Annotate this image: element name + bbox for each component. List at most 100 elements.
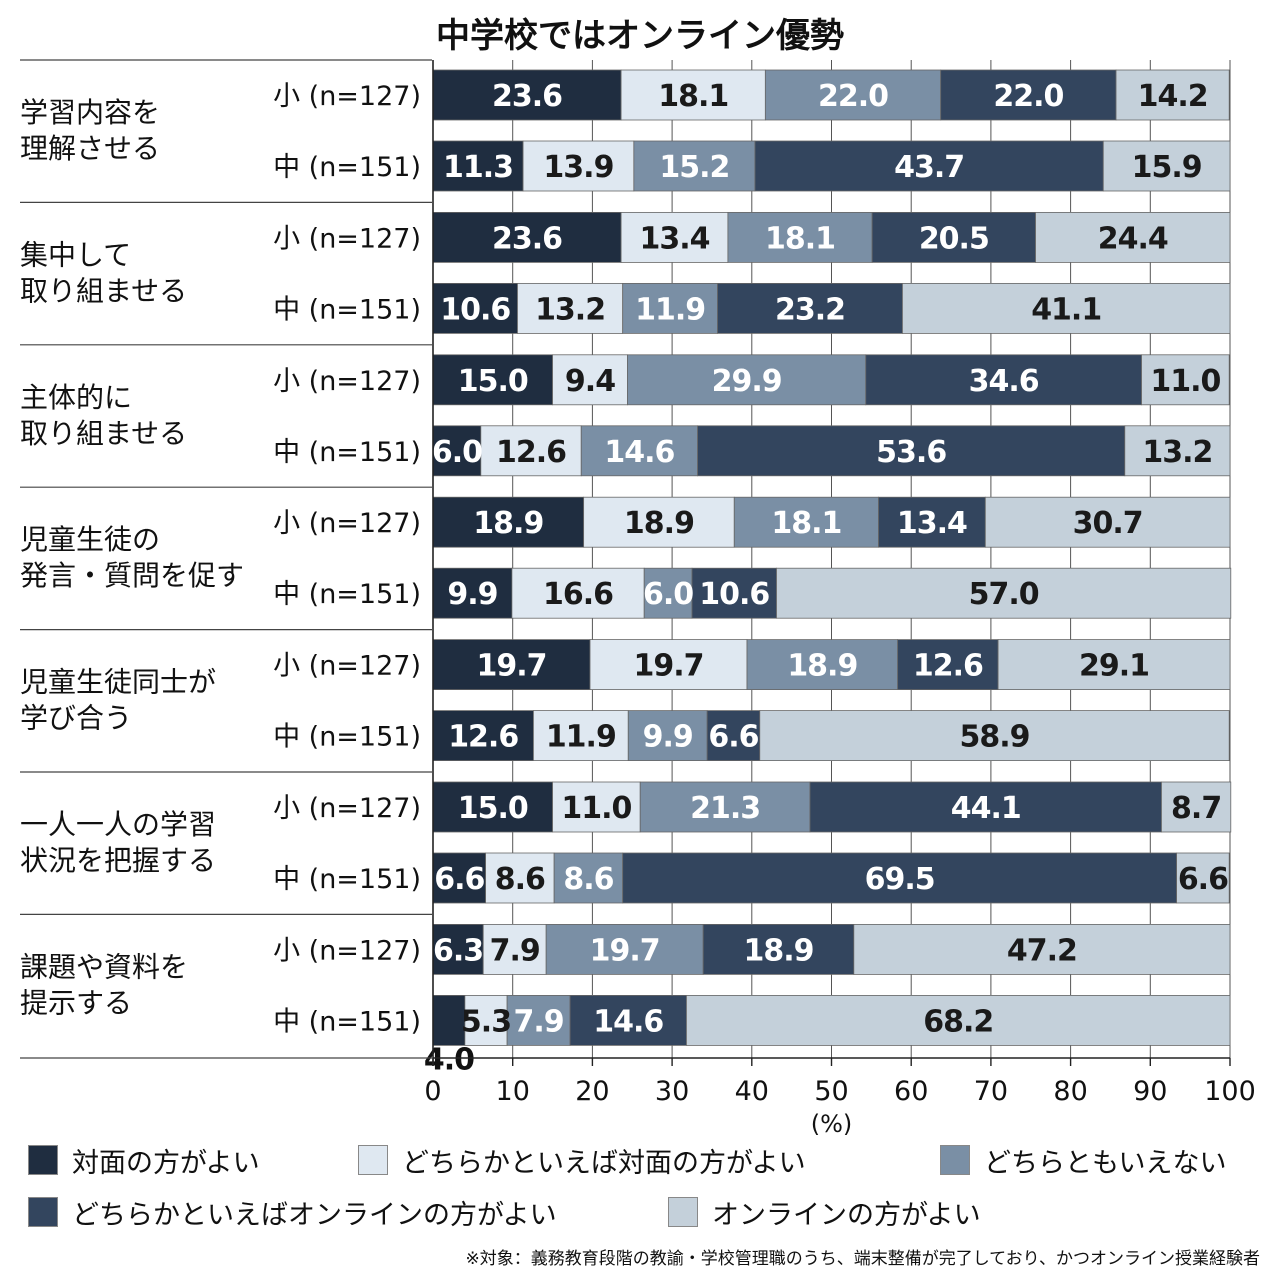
bar-segment (902, 282, 1231, 334)
bar-segment (1176, 852, 1230, 904)
row-label: 小 (n=127) (273, 935, 421, 966)
bar-segment (432, 425, 482, 477)
group-label: 学習内容を (20, 96, 160, 129)
x-tick-label: 70 (974, 1076, 1008, 1107)
bar-segment (432, 639, 591, 690)
bar-segment (553, 852, 624, 904)
data-label: 4.0 (424, 1042, 474, 1077)
data-label: 15.0 (458, 364, 528, 399)
legend-item: どちらかといえば対面の方がよい (358, 1140, 806, 1180)
bar-segment (533, 710, 629, 761)
legend-label: どちらともいえない (984, 1147, 1227, 1179)
data-label: 8.6 (563, 862, 613, 897)
bar-segment (432, 924, 484, 975)
data-label: 6.0 (432, 435, 482, 470)
data-label: 11.9 (546, 720, 616, 755)
data-label: 19.7 (476, 649, 546, 684)
bar-segment (754, 140, 1104, 192)
bar-segment (871, 211, 1036, 263)
bar-segment (1161, 781, 1232, 833)
group-label: 集中して (20, 238, 131, 271)
row-label: 小 (n=127) (273, 366, 421, 397)
data-label: 18.9 (743, 933, 813, 968)
data-label: 13.2 (1142, 435, 1212, 470)
bar-segment (506, 995, 571, 1046)
data-label: 22.0 (993, 79, 1063, 114)
row-label: 小 (n=127) (273, 508, 421, 539)
row-label: 小 (n=127) (273, 793, 421, 824)
bar-segment (633, 140, 756, 192)
data-label: 13.4 (897, 506, 967, 541)
group-label: 状況を把握する (20, 844, 216, 877)
data-label: 11.3 (443, 150, 513, 185)
bar-segment (622, 852, 1178, 904)
bar-segment (1124, 425, 1231, 477)
data-label: 18.9 (787, 649, 857, 684)
data-label: 6.3 (433, 933, 483, 968)
row-label: 中 (n=151) (273, 722, 421, 753)
data-label: 18.9 (624, 506, 694, 541)
x-tick-label: 100 (1204, 1076, 1256, 1107)
x-axis-unit: (%) (811, 1110, 853, 1138)
bar-segment (809, 781, 1162, 833)
row-label: 中 (n=151) (273, 437, 421, 468)
bar-segment (759, 710, 1230, 761)
data-label: 41.1 (1031, 292, 1101, 327)
bar-segment (984, 496, 1231, 548)
bar-segment (589, 639, 748, 690)
row-label: 小 (n=127) (273, 223, 421, 254)
bar-segment (511, 567, 645, 619)
chart-title: 中学校ではオンライン優勢 (436, 16, 844, 56)
legend-item: オンラインの方がよい (668, 1192, 981, 1232)
data-label: 10.6 (699, 577, 769, 612)
data-label: 13.2 (535, 292, 605, 327)
row-label: 小 (n=127) (273, 651, 421, 682)
group-label: 課題や資料を (20, 950, 188, 983)
legend-label: 対面の方がよい (72, 1147, 260, 1179)
bar-segment (702, 924, 855, 975)
data-label: 47.2 (1007, 933, 1077, 968)
data-label: 29.1 (1079, 649, 1149, 684)
bar-segment (878, 496, 986, 548)
bar-segment (643, 567, 693, 619)
data-label: 23.6 (492, 79, 562, 114)
data-label: 14.2 (1138, 79, 1208, 114)
bar-segment (485, 852, 555, 904)
bar-segment (580, 425, 699, 477)
bar-segment (545, 924, 704, 975)
group-label: 理解させる (20, 132, 160, 165)
data-label: 16.6 (543, 577, 613, 612)
bar-segment (522, 140, 635, 192)
bar-segment (432, 496, 585, 548)
data-label: 11.0 (1150, 364, 1220, 399)
data-label: 13.4 (639, 221, 709, 256)
legend-swatch (28, 1197, 58, 1227)
data-label: 68.2 (923, 1004, 993, 1039)
legend-item: どちらかといえばオンラインの方がよい (28, 1192, 557, 1232)
bar-segment (686, 995, 1231, 1046)
data-label: 69.5 (865, 862, 935, 897)
data-label: 15.2 (659, 150, 729, 185)
bar-segment (620, 211, 729, 263)
bar-segment (464, 995, 508, 1046)
data-label: 29.9 (712, 364, 782, 399)
bar-segment (897, 639, 999, 690)
legend: 対面の方がよい どちらかといえば対面の方がよい どちらともいえない どちらかとい… (28, 1140, 1268, 1240)
group-label: 学び合う (20, 702, 132, 735)
bar-segment (1102, 140, 1231, 192)
x-tick-label: 30 (655, 1076, 689, 1107)
data-label: 5.3 (461, 1004, 511, 1039)
data-label: 11.0 (561, 791, 631, 826)
data-label: 10.6 (440, 292, 510, 327)
row-label: 小 (n=127) (273, 81, 421, 112)
bar-segment (627, 354, 867, 406)
row-label: 中 (n=151) (273, 864, 421, 895)
data-label: 7.9 (490, 933, 540, 968)
bar-segment (517, 282, 624, 334)
data-label: 34.6 (969, 364, 1039, 399)
data-label: 12.6 (448, 720, 518, 755)
data-label: 22.0 (818, 79, 888, 114)
bar-segment (733, 496, 879, 548)
legend-label: オンラインの方がよい (712, 1199, 981, 1231)
data-label: 18.1 (771, 506, 841, 541)
